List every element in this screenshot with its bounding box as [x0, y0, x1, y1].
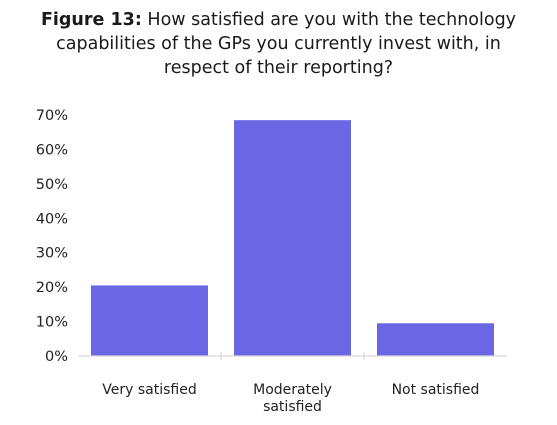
- x-category-label: Very satisfied: [102, 382, 196, 398]
- x-category-label: satisfied: [263, 399, 322, 415]
- title-line-1-text: How satisfied are you with the technolog…: [147, 10, 517, 30]
- y-tick-label: 50%: [36, 177, 68, 193]
- bar: [377, 323, 494, 356]
- y-tick-label: 60%: [36, 142, 68, 158]
- bar: [91, 285, 208, 356]
- y-tick-label: 40%: [36, 211, 68, 227]
- y-tick-label: 70%: [36, 108, 68, 124]
- title-line-1: Figure 13: How satisfied are you with th…: [0, 8, 557, 32]
- y-tick-label: 20%: [36, 280, 68, 296]
- chart-title: Figure 13: How satisfied are you with th…: [0, 8, 557, 80]
- y-tick-label: 30%: [36, 246, 68, 262]
- bars: [91, 120, 494, 357]
- title-line-3: respect of their reporting?: [163, 58, 394, 78]
- x-category-label: Moderately: [253, 382, 332, 398]
- x-axis: [78, 352, 507, 360]
- y-tick-label: 0%: [45, 349, 68, 365]
- y-tick-label: 10%: [36, 315, 68, 331]
- figure-label: Figure 13:: [40, 10, 142, 30]
- bar: [234, 120, 351, 357]
- title-line-2: capabilities of the GPs you currently in…: [56, 34, 501, 54]
- y-axis-ticks: 0% 10% 20% 30% 40% 50% 60% 70%: [36, 108, 68, 365]
- x-category-label: Not satisfied: [392, 382, 480, 398]
